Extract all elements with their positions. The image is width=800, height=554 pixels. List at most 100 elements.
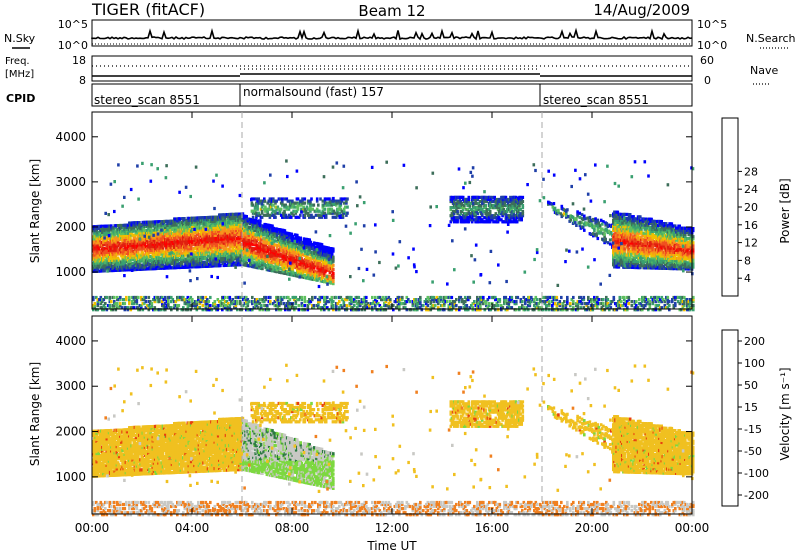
power-cell (456, 218, 459, 222)
power-cell (293, 249, 297, 253)
power-cell (269, 252, 272, 256)
power-cell (230, 251, 233, 255)
power-cell (287, 238, 290, 242)
power-cell (284, 203, 287, 207)
power-cell (171, 219, 175, 223)
power-cell (105, 238, 109, 242)
power-cell (262, 228, 265, 232)
beam-label: Beam 12 (358, 2, 425, 20)
power-cell (216, 241, 220, 245)
power-cell (321, 209, 325, 213)
power-cell (233, 241, 237, 245)
power-cell (258, 250, 262, 254)
power-cell (325, 250, 328, 254)
power-cell (179, 259, 183, 263)
power-cell (238, 212, 241, 216)
power-cell (597, 221, 601, 225)
power-cell (287, 252, 290, 256)
power-cell (603, 234, 606, 239)
power-cell (309, 271, 313, 275)
power-cell (123, 252, 127, 256)
power-cell (122, 266, 125, 270)
power-cell (102, 247, 105, 251)
power-cell (185, 220, 188, 225)
power-cell (504, 195, 508, 199)
freq-tick-top: 18 (72, 54, 86, 67)
power-cell (306, 268, 309, 272)
power-cell (258, 221, 262, 226)
power-cell (296, 197, 300, 201)
power-cell (104, 228, 107, 232)
power-cell (332, 255, 335, 259)
power-cell (263, 213, 266, 217)
power-cell (222, 249, 226, 253)
power-cell (292, 243, 296, 247)
power-cell (283, 229, 287, 233)
power-cell (175, 237, 178, 241)
power-cell (115, 246, 119, 250)
power-cell (482, 197, 485, 202)
power-cell (512, 199, 516, 204)
power-cell (297, 236, 300, 240)
power-cell (256, 223, 260, 227)
power-cell (461, 214, 465, 218)
power-cell (135, 245, 139, 249)
power-cell (275, 253, 279, 258)
power-cell (338, 211, 341, 215)
power-cell (574, 221, 577, 225)
power-cell (257, 266, 261, 270)
power-cell (99, 253, 103, 257)
power-cell (159, 232, 163, 236)
power-cell (239, 253, 242, 257)
power-cell (141, 251, 145, 255)
power-cell (112, 266, 115, 270)
power-cell (230, 223, 233, 227)
power-cell (576, 210, 579, 214)
power-cell (176, 261, 179, 266)
power-cell (614, 239, 617, 243)
power-cell (192, 249, 195, 253)
power-cell (481, 208, 484, 212)
power-cell (262, 242, 265, 247)
power-cell (174, 241, 177, 245)
power-cell (294, 245, 298, 249)
power-cell (189, 255, 193, 259)
power-cell (225, 253, 229, 257)
power-cell (187, 235, 191, 239)
power-cell (157, 266, 160, 270)
power-cell (461, 195, 465, 199)
power-cell (245, 217, 248, 221)
power-cell (253, 261, 256, 265)
power-cell (258, 240, 262, 244)
power-cell (326, 203, 329, 207)
power-cell (195, 218, 199, 222)
power-cell (554, 209, 558, 213)
power-cell (305, 266, 308, 270)
power-cell (290, 236, 293, 240)
power-cell (116, 266, 120, 270)
power-cell (230, 257, 233, 261)
power-cell (283, 205, 286, 209)
power-cell (257, 258, 261, 262)
power-cell (161, 262, 165, 266)
power-cell (156, 240, 159, 244)
power-cell (256, 203, 259, 207)
power-cell (219, 239, 222, 243)
power-cell (488, 218, 492, 222)
power-cell (283, 209, 286, 213)
power-cell (194, 220, 197, 224)
power-cell (299, 254, 302, 258)
power-cell (506, 199, 510, 204)
power-cell (475, 210, 478, 214)
power-cell (93, 239, 96, 243)
power-cell (251, 246, 254, 250)
power-cell (121, 240, 124, 244)
power-cell (315, 276, 318, 280)
power-cell (452, 220, 456, 224)
power-cell (341, 213, 345, 217)
power-cell (477, 220, 481, 224)
power-cell (142, 226, 146, 231)
power-cell (321, 267, 325, 271)
power-cell (317, 246, 320, 250)
power-cell (255, 253, 259, 257)
